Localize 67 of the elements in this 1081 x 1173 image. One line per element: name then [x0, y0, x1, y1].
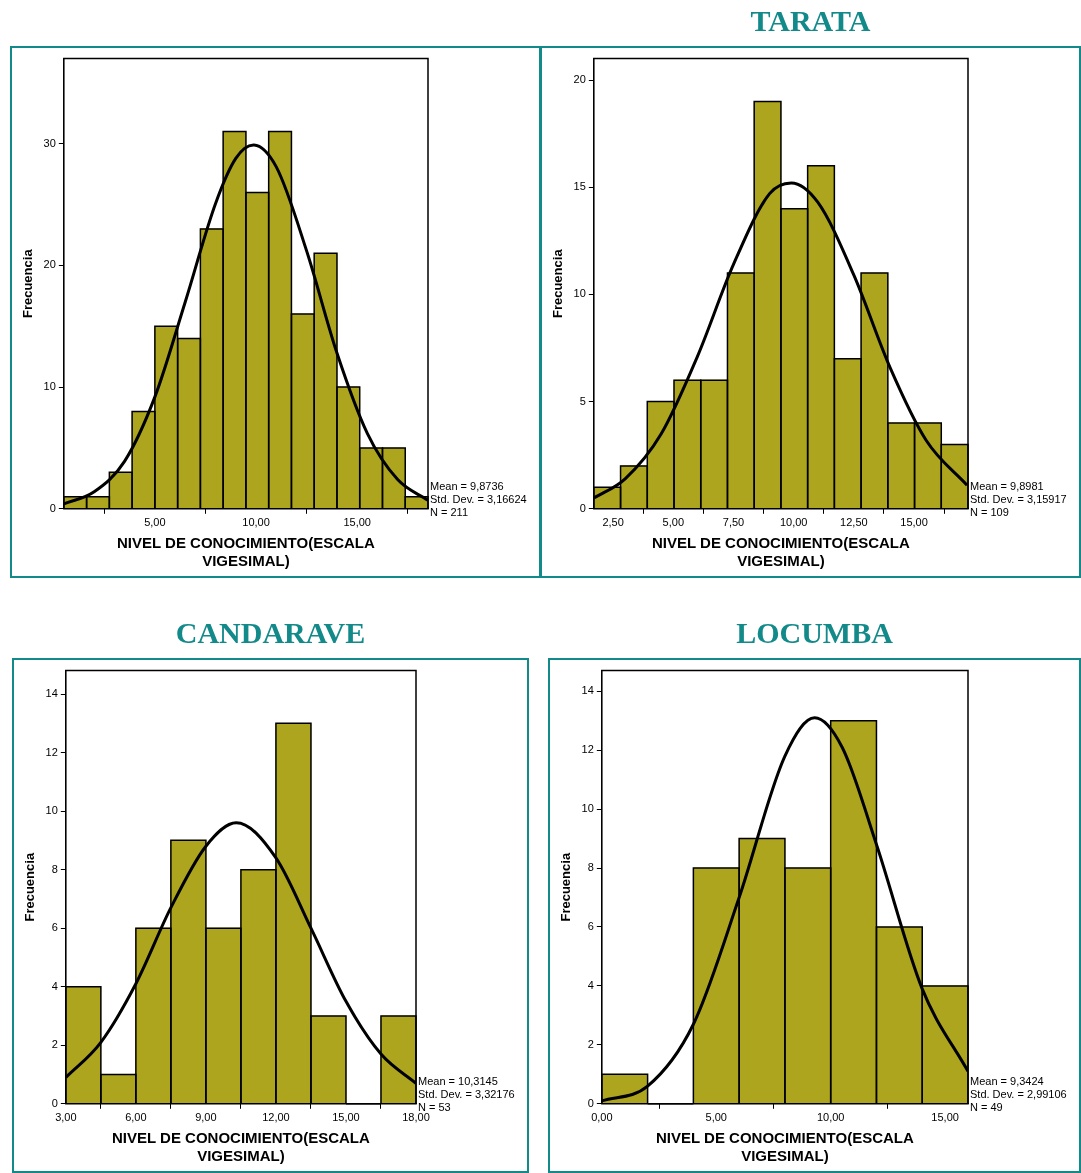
chart-title: LOCUMBA — [735, 616, 894, 650]
chart-title: TARATA — [749, 4, 872, 38]
text: Std. Dev. = 3,15917 — [970, 492, 1067, 505]
y-tick-label: 4 — [51, 979, 58, 992]
x-tick-label: 5,00 — [662, 516, 684, 529]
text: Mean = 9,8736 — [430, 479, 504, 492]
chart-title: CANDARAVE — [174, 616, 367, 650]
x-tick-label: 5,00 — [705, 1111, 727, 1124]
y-tick-label: 12 — [45, 745, 58, 758]
x-tick-label: 15,00 — [931, 1111, 959, 1124]
x-axis-title: NIVEL DE CONOCIMIENTO(ESCALA VIGESIMAL) — [652, 534, 910, 570]
x-tick-label: 7,50 — [722, 516, 745, 529]
y-tick-label: 5 — [579, 394, 586, 407]
y-axis-title: Frecuencia — [20, 248, 36, 319]
x-tick-label: 15,00 — [332, 1111, 360, 1124]
x-tick-label: 10,00 — [816, 1111, 845, 1124]
y-tick-label: 10 — [581, 802, 594, 815]
x-tick-label: 6,00 — [125, 1111, 147, 1124]
y-tick-label: 14 — [45, 687, 58, 700]
text: N = 49 — [970, 1100, 1003, 1113]
text: Mean = 10,3145 — [418, 1074, 498, 1087]
x-tick-label: 12,50 — [840, 516, 868, 529]
y-tick-label: 12 — [581, 743, 594, 756]
y-tick-label: 6 — [587, 920, 594, 933]
x-tick-label: 10,00 — [779, 516, 808, 529]
y-axis-title: Frecuencia — [558, 852, 574, 922]
y-tick-label: 2 — [587, 1037, 594, 1050]
y-tick-label: 8 — [587, 861, 594, 874]
y-tick-label: 0 — [51, 1096, 58, 1109]
y-tick-label: 6 — [51, 921, 58, 934]
y-tick-label: 0 — [587, 1096, 594, 1109]
x-tick-label: 15,00 — [900, 516, 928, 529]
text: Mean = 9,3424 — [970, 1074, 1044, 1087]
text: Std. Dev. = 2,99106 — [970, 1087, 1067, 1100]
y-axis-title: Frecuencia — [550, 248, 566, 319]
y-tick-label: 30 — [43, 136, 56, 149]
y-tick-label: 2 — [51, 1038, 58, 1051]
x-tick-label: 9,00 — [195, 1111, 217, 1124]
x-axis-title: NIVEL DE CONOCIMIENTO(ESCALA VIGESIMAL) — [117, 534, 375, 570]
text: N = 109 — [970, 505, 1009, 518]
x-axis-title: NIVEL DE CONOCIMIENTO(ESCALA VIGESIMAL) — [656, 1129, 914, 1165]
y-axis-title: Frecuencia — [22, 852, 38, 922]
y-tick-label: 15 — [573, 180, 586, 193]
y-tick-label: 8 — [51, 862, 58, 875]
x-tick-label: 12,00 — [262, 1111, 290, 1124]
y-tick-label: 20 — [573, 73, 586, 86]
x-tick-label: 0,00 — [591, 1111, 613, 1124]
x-tick-label: 18,00 — [402, 1111, 430, 1124]
x-tick-label: 10,00 — [242, 516, 270, 529]
x-tick-label: 15,00 — [343, 516, 371, 529]
x-tick-label: 3,00 — [55, 1111, 77, 1124]
x-tick-label: 5,00 — [144, 516, 166, 529]
x-tick-label: 2,50 — [602, 516, 624, 529]
text: Mean = 9,8981 — [970, 479, 1044, 492]
y-tick-label: 10 — [45, 804, 58, 817]
y-tick-label: 20 — [43, 258, 56, 271]
text: N = 53 — [418, 1100, 451, 1113]
y-tick-label: 0 — [579, 501, 586, 514]
y-tick-label: 0 — [49, 501, 56, 514]
text: Std. Dev. = 3,32176 — [418, 1087, 515, 1100]
x-axis-title: NIVEL DE CONOCIMIENTO(ESCALA VIGESIMAL) — [112, 1129, 370, 1165]
text: Std. Dev. = 3,16624 — [430, 492, 527, 505]
text: N = 211 — [430, 505, 469, 518]
y-tick-label: 10 — [43, 380, 56, 393]
y-tick-label: 10 — [573, 287, 586, 300]
y-tick-label: 4 — [587, 978, 594, 991]
y-tick-label: 14 — [581, 684, 594, 697]
